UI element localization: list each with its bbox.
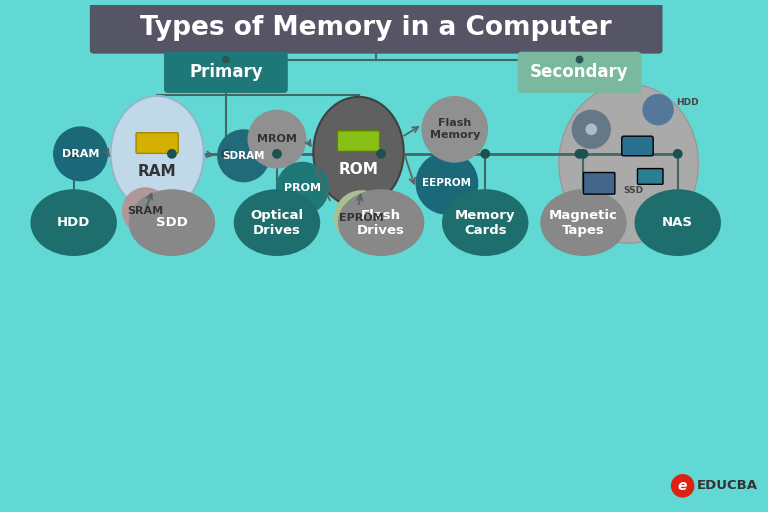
Circle shape xyxy=(276,162,329,215)
Text: e: e xyxy=(678,479,687,493)
Circle shape xyxy=(642,94,674,125)
Text: ROM: ROM xyxy=(339,162,379,177)
Ellipse shape xyxy=(31,189,117,256)
FancyBboxPatch shape xyxy=(637,168,663,184)
Circle shape xyxy=(222,56,230,63)
Text: SDRAM: SDRAM xyxy=(223,151,265,161)
Text: EPROM: EPROM xyxy=(339,212,384,223)
Text: EEPROM: EEPROM xyxy=(422,178,472,188)
Ellipse shape xyxy=(111,96,204,212)
Ellipse shape xyxy=(129,189,215,256)
Circle shape xyxy=(415,152,478,215)
FancyBboxPatch shape xyxy=(90,3,663,54)
Ellipse shape xyxy=(233,189,320,256)
Circle shape xyxy=(217,130,270,182)
Text: NAS: NAS xyxy=(662,216,694,229)
Text: PROM: PROM xyxy=(284,183,321,193)
Circle shape xyxy=(69,149,78,159)
Circle shape xyxy=(122,187,169,234)
Text: Primary: Primary xyxy=(189,63,263,81)
Circle shape xyxy=(247,110,306,168)
Text: HDD: HDD xyxy=(57,216,91,229)
Circle shape xyxy=(575,56,584,63)
Circle shape xyxy=(585,123,598,135)
Ellipse shape xyxy=(634,189,721,256)
Ellipse shape xyxy=(442,189,528,256)
Text: EDUCBA: EDUCBA xyxy=(697,479,757,493)
Text: HDD: HDD xyxy=(676,98,698,106)
Ellipse shape xyxy=(338,189,425,256)
FancyBboxPatch shape xyxy=(518,52,641,93)
Circle shape xyxy=(673,149,683,159)
Text: Flash
Memory: Flash Memory xyxy=(429,118,480,140)
Circle shape xyxy=(578,149,588,159)
FancyBboxPatch shape xyxy=(136,133,178,154)
Ellipse shape xyxy=(313,97,404,207)
FancyBboxPatch shape xyxy=(584,173,615,194)
Circle shape xyxy=(376,149,386,159)
Text: SSD: SSD xyxy=(624,186,644,195)
Text: DRAM: DRAM xyxy=(62,149,99,159)
Text: RAM: RAM xyxy=(137,164,177,179)
Circle shape xyxy=(334,190,389,245)
Text: SDD: SDD xyxy=(156,216,188,229)
Ellipse shape xyxy=(540,189,627,256)
Text: Types of Memory in a Computer: Types of Memory in a Computer xyxy=(141,15,612,41)
FancyBboxPatch shape xyxy=(622,136,653,156)
Text: Magnetic
Tapes: Magnetic Tapes xyxy=(549,208,618,237)
Text: SRAM: SRAM xyxy=(127,206,164,216)
Circle shape xyxy=(272,149,282,159)
FancyBboxPatch shape xyxy=(337,131,379,152)
Ellipse shape xyxy=(559,84,698,243)
Circle shape xyxy=(571,110,611,149)
Text: MROM: MROM xyxy=(257,134,297,144)
Circle shape xyxy=(422,96,488,163)
Text: Secondary: Secondary xyxy=(530,63,629,81)
Text: Flash
Drives: Flash Drives xyxy=(357,208,405,237)
Circle shape xyxy=(574,149,584,159)
Text: Memory
Cards: Memory Cards xyxy=(455,208,515,237)
Circle shape xyxy=(480,149,490,159)
Circle shape xyxy=(53,126,108,181)
Text: Optical
Drives: Optical Drives xyxy=(250,208,303,237)
Circle shape xyxy=(167,149,177,159)
Circle shape xyxy=(671,474,694,498)
Circle shape xyxy=(221,149,231,159)
FancyBboxPatch shape xyxy=(164,52,288,93)
